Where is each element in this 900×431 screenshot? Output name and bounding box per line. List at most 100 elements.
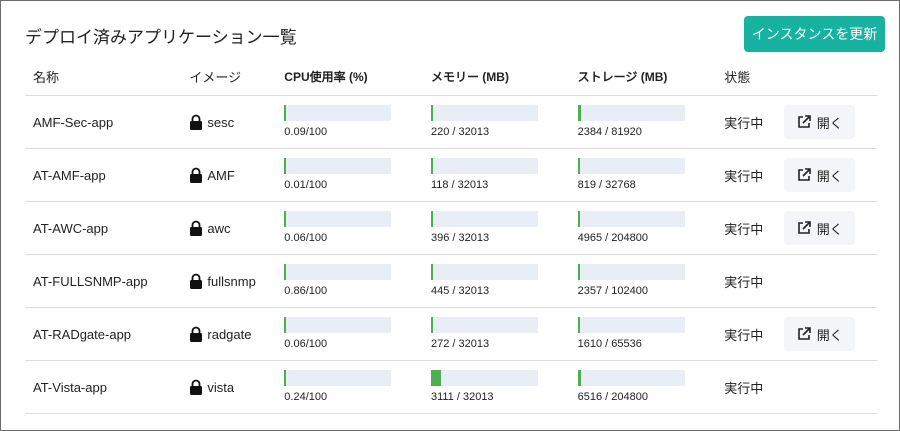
cell: 0.01/100	[276, 148, 423, 202]
image: vista	[189, 379, 276, 395]
cell: 実行中	[716, 95, 777, 149]
column-header: ストレージ (MB)	[569, 57, 717, 96]
usage-fill	[284, 104, 287, 121]
app-row: AT-RADgate-app radgate 0.06/100 272 / 32013…	[25, 307, 877, 361]
usage-bar	[577, 316, 685, 333]
cell: 3111 / 32013	[422, 360, 570, 414]
cell: 2357 / 102400	[569, 254, 717, 308]
cell: 0.06/100	[276, 201, 423, 255]
usage-bar	[284, 157, 392, 174]
image: awc	[189, 220, 276, 236]
open-button[interactable]: 開く	[784, 158, 856, 192]
usage-fill	[577, 157, 581, 174]
cell: sesc	[181, 95, 277, 149]
usage-label: 118 / 32013	[430, 178, 489, 191]
open-label: 開く	[816, 168, 843, 184]
usage-bar	[430, 263, 538, 280]
open-label: 開く	[816, 327, 843, 343]
usage-fill	[577, 316, 581, 333]
cell: 4965 / 204800	[569, 201, 717, 255]
column-header-empty	[776, 57, 877, 96]
open-button[interactable]: 開く	[784, 105, 856, 139]
cell: 118 / 32013	[422, 148, 570, 202]
cell: radgate	[181, 307, 277, 361]
header-row: 名称 イメージ CPU使用率 (%) メモリー (MB) ストレージ (MB) 状態	[25, 57, 877, 96]
usage-bar	[577, 369, 685, 386]
cell: AT-FULLSNMP-app	[25, 254, 182, 308]
cell: AMF	[181, 148, 277, 202]
usage-bar	[577, 263, 685, 280]
usage-label: 396 / 32013	[430, 231, 490, 244]
usage-fill	[577, 210, 581, 227]
app-row: AMF-Sec-app sesc 0.09/100 220 / 32013 2384 /…	[25, 95, 877, 149]
app-name: AT-Vista-app	[33, 379, 107, 395]
usage-label: 272 / 32013	[430, 337, 490, 350]
usage-label: 3111 / 32013	[430, 390, 494, 403]
cell: 実行中	[716, 148, 777, 202]
app-name: AMF-Sec-app	[33, 114, 114, 130]
lock-icon	[190, 379, 203, 395]
refresh-button[interactable]: インスタンスを更新	[744, 16, 885, 52]
open-label: 開く	[816, 221, 843, 237]
card: デプロイ済みアプリケーション一覧 インスタンスを更新 名称 イメージ CPU使用率 …	[9, 7, 893, 427]
app-row: AT-Vista-app vista 0.24/100 3111 / 32013 651…	[25, 360, 877, 414]
cell: 0.24/100	[276, 360, 423, 414]
usage-bar	[430, 316, 538, 333]
column-header: イメージ	[181, 57, 277, 96]
lock-icon	[190, 273, 203, 289]
usage-bar	[284, 263, 392, 280]
usage-label: 2384 / 81920	[577, 125, 642, 138]
usage-bar	[430, 210, 538, 227]
cell: 819 / 32768	[569, 148, 717, 202]
usage-fill	[430, 316, 433, 333]
cell: 396 / 32013	[422, 201, 570, 255]
usage-fill	[430, 263, 433, 280]
app-row: AT-AWC-app awc 0.06/100 396 / 32013 4965 / 2…	[25, 201, 877, 255]
cell: AT-AMF-app	[25, 148, 182, 202]
status: 実行中	[724, 274, 764, 290]
column-header: メモリー (MB)	[422, 57, 570, 96]
cell: 実行中	[716, 201, 777, 255]
status: 実行中	[724, 115, 764, 131]
status: 実行中	[724, 168, 764, 184]
usage-fill	[284, 263, 287, 280]
image: sesc	[189, 114, 276, 130]
image: fullsnmp	[189, 273, 276, 289]
cell: 0.09/100	[276, 95, 423, 149]
column-header: CPU使用率 (%)	[276, 57, 423, 96]
cell	[776, 254, 877, 308]
usage-bar	[430, 104, 538, 121]
page-title: デプロイ済みアプリケーション一覧	[25, 28, 297, 47]
usage-label: 220 / 32013	[430, 125, 490, 138]
cell: 220 / 32013	[422, 95, 570, 149]
cell: 2384 / 81920	[569, 95, 717, 149]
image: radgate	[189, 326, 276, 342]
status: 実行中	[724, 380, 764, 396]
lock-icon	[190, 167, 203, 183]
usage-label: 1610 / 65536	[577, 337, 642, 350]
open-button[interactable]: 開く	[784, 317, 856, 351]
usage-label: 6516 / 204800	[577, 390, 648, 403]
usage-bar	[577, 157, 685, 174]
usage-label: 0.09/100	[284, 125, 328, 138]
open-label: 開く	[816, 115, 843, 131]
image: AMF	[189, 167, 276, 183]
cell: 6516 / 204800	[569, 360, 717, 414]
app-row: AT-FULLSNMP-app fullsnmp 0.86/100 445 / 320…	[25, 254, 877, 308]
cell: 445 / 32013	[422, 254, 570, 308]
usage-fill	[430, 210, 433, 227]
usage-fill	[430, 157, 433, 174]
usage-label: 0.06/100	[284, 337, 328, 350]
usage-fill	[430, 104, 433, 121]
cell: awc	[181, 201, 277, 255]
usage-bar	[284, 316, 392, 333]
usage-fill	[577, 263, 581, 280]
cell: 0.86/100	[276, 254, 423, 308]
image-name: sesc	[207, 114, 235, 130]
open-button[interactable]: 開く	[784, 211, 856, 245]
cell: 実行中	[716, 360, 777, 414]
cell: AT-AWC-app	[25, 201, 182, 255]
cell: 272 / 32013	[422, 307, 570, 361]
usage-bar	[577, 104, 685, 121]
